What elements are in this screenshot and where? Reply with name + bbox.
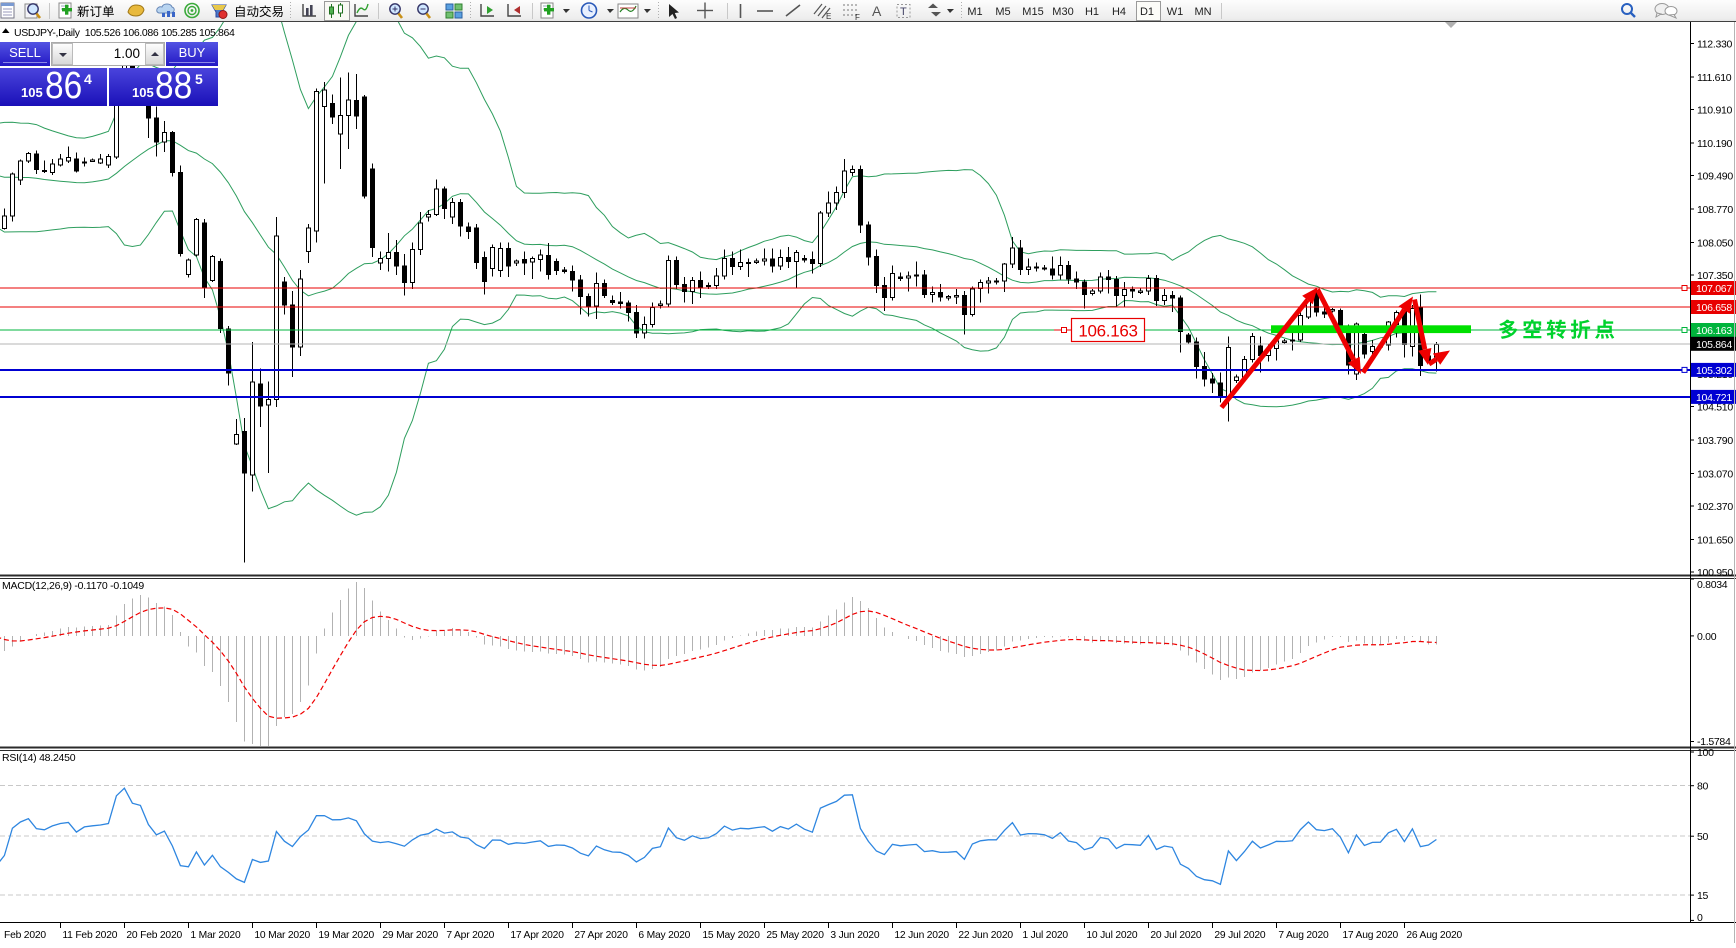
svg-text:102.370: 102.370 [1697, 501, 1733, 513]
svg-text:100.950: 100.950 [1697, 567, 1733, 579]
svg-text:H1: H1 [1085, 6, 1099, 18]
svg-text:106.163: 106.163 [1696, 325, 1732, 337]
svg-text:104.721: 104.721 [1696, 392, 1732, 404]
svg-text:A: A [872, 3, 882, 19]
svg-text:112.330: 112.330 [1697, 39, 1733, 51]
svg-text:107.350: 107.350 [1697, 270, 1733, 282]
svg-text:100: 100 [1697, 747, 1714, 759]
svg-text:M5: M5 [995, 6, 1010, 18]
svg-text:25 May 2020: 25 May 2020 [766, 930, 824, 941]
svg-text:17 Aug 2020: 17 Aug 2020 [1342, 930, 1398, 941]
svg-text:19 Mar 2020: 19 Mar 2020 [318, 930, 374, 941]
svg-text:29 Jul 2020: 29 Jul 2020 [1214, 930, 1266, 941]
svg-text:15 May 2020: 15 May 2020 [702, 930, 760, 941]
svg-text:1 Mar 2020: 1 Mar 2020 [190, 930, 241, 941]
svg-text:104.510: 104.510 [1697, 402, 1733, 414]
svg-text:10 Jul 2020: 10 Jul 2020 [1086, 930, 1138, 941]
svg-text:11 Feb 2020: 11 Feb 2020 [62, 930, 117, 941]
svg-text:1 Jul 2020: 1 Jul 2020 [1022, 930, 1068, 941]
svg-text:E: E [826, 12, 831, 21]
svg-text:MN: MN [1194, 6, 1211, 18]
svg-text:26 Aug 2020: 26 Aug 2020 [1406, 930, 1462, 941]
svg-text:110.190: 110.190 [1697, 138, 1733, 150]
svg-text:7 Apr 2020: 7 Apr 2020 [446, 930, 494, 941]
svg-text:106.658: 106.658 [1696, 302, 1732, 314]
svg-text:F: F [855, 13, 860, 22]
svg-text:RSI(14) 48.2450: RSI(14) 48.2450 [2, 752, 76, 764]
svg-text:T: T [900, 6, 907, 18]
svg-text:0.8034: 0.8034 [1697, 579, 1728, 591]
svg-text:W1: W1 [1167, 6, 1184, 18]
svg-text:H4: H4 [1112, 6, 1126, 18]
svg-text:3 Jun 2020: 3 Jun 2020 [830, 930, 879, 941]
svg-text:USDJPY-,Daily 105.526 106.086: USDJPY-,Daily 105.526 106.086 105.285 10… [14, 27, 235, 39]
svg-text:15: 15 [1697, 890, 1709, 902]
svg-text:108.050: 108.050 [1697, 237, 1733, 249]
svg-text:M15: M15 [1022, 6, 1043, 18]
svg-text:M1: M1 [967, 6, 982, 18]
svg-text:111.610: 111.610 [1697, 72, 1732, 84]
svg-text:MACD(12,26,9) -0.1170 -0.1049: MACD(12,26,9) -0.1170 -0.1049 [2, 580, 144, 592]
svg-text:27 Apr 2020: 27 Apr 2020 [574, 930, 628, 941]
svg-text:101.650: 101.650 [1697, 535, 1733, 547]
svg-text:103.070: 103.070 [1697, 469, 1733, 481]
svg-text:0: 0 [1697, 912, 1703, 924]
svg-text:103.790: 103.790 [1697, 435, 1733, 447]
svg-text:22 Jun 2020: 22 Jun 2020 [958, 930, 1013, 941]
svg-text:0.00: 0.00 [1697, 631, 1717, 643]
svg-text:7 Aug 2020: 7 Aug 2020 [1278, 930, 1329, 941]
svg-text:29 Mar 2020: 29 Mar 2020 [382, 930, 438, 941]
svg-text:106.163: 106.163 [1078, 322, 1137, 341]
svg-text:Feb 2020: Feb 2020 [4, 930, 46, 941]
svg-text:107.067: 107.067 [1696, 283, 1732, 295]
svg-text:M30: M30 [1052, 6, 1073, 18]
svg-text:80: 80 [1697, 781, 1709, 793]
svg-text:109.490: 109.490 [1697, 171, 1733, 183]
svg-text:10 Mar 2020: 10 Mar 2020 [254, 930, 310, 941]
svg-text:D1: D1 [1140, 6, 1154, 18]
svg-text:110.910: 110.910 [1697, 105, 1733, 117]
svg-text:20 Feb 2020: 20 Feb 2020 [126, 930, 182, 941]
svg-text:105.864: 105.864 [1696, 339, 1732, 351]
svg-text:-1.5784: -1.5784 [1697, 736, 1731, 748]
svg-text:6 May 2020: 6 May 2020 [638, 930, 690, 941]
svg-text:108.770: 108.770 [1697, 204, 1733, 216]
svg-text:20 Jul 2020: 20 Jul 2020 [1150, 930, 1202, 941]
svg-text:50: 50 [1697, 831, 1709, 843]
svg-text:17 Apr 2020: 17 Apr 2020 [510, 930, 564, 941]
svg-text:105.302: 105.302 [1696, 365, 1732, 377]
svg-text:12 Jun 2020: 12 Jun 2020 [894, 930, 949, 941]
